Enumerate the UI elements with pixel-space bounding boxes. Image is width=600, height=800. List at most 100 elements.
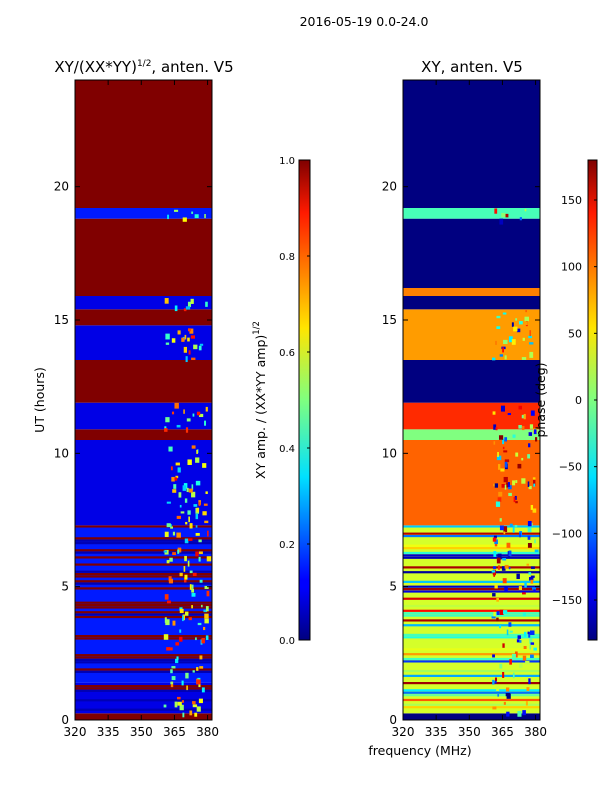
heatmap-row <box>75 668 212 671</box>
heatmap-speckle <box>184 555 187 562</box>
heatmap-speckle <box>522 710 526 716</box>
heatmap-speckle <box>183 346 188 353</box>
heatmap-speckle <box>181 700 184 703</box>
heatmap-speckle <box>499 663 503 669</box>
y-tick-label: 0 <box>389 713 397 727</box>
colorbar-tick-label: 0.2 <box>279 540 295 551</box>
heatmap-speckle <box>182 614 185 621</box>
heatmap-speckle <box>517 635 521 639</box>
heatmap-speckle <box>523 645 527 650</box>
heatmap-band <box>403 288 540 296</box>
heatmap-speckle <box>194 712 198 717</box>
heatmap-speckle <box>185 356 188 363</box>
heatmap-speckle <box>515 480 518 484</box>
x-tick-label: 320 <box>64 725 87 739</box>
heatmap-speckle <box>529 644 532 650</box>
heatmap-speckle <box>522 612 526 617</box>
heatmap-speckle <box>164 426 167 429</box>
heatmap-speckle <box>512 434 516 438</box>
heatmap-row <box>403 547 540 550</box>
heatmap-speckle <box>197 622 202 626</box>
heatmap-speckle <box>506 542 511 548</box>
heatmap-row <box>75 570 212 573</box>
heatmap-speckle <box>164 594 169 600</box>
heatmap-row <box>403 614 540 617</box>
heatmap-speckle <box>508 622 512 627</box>
heatmap-band <box>403 360 540 403</box>
heatmap-speckle <box>511 339 516 345</box>
heatmap-speckle <box>166 501 171 504</box>
heatmap-speckle <box>500 468 505 472</box>
heatmap-speckle <box>530 504 534 510</box>
heatmap-speckle <box>206 590 210 597</box>
heatmap-speckle <box>504 587 508 591</box>
heatmap-speckle <box>171 476 175 482</box>
heatmap-speckle <box>188 617 192 621</box>
heatmap-speckle <box>195 637 197 641</box>
heatmap-speckle <box>499 354 504 357</box>
heatmap-speckle <box>182 485 187 491</box>
heatmap-speckle <box>528 631 531 638</box>
heatmap-band <box>403 218 540 288</box>
heatmap-speckle <box>519 217 522 221</box>
heatmap-speckle <box>521 425 525 431</box>
heatmap-row <box>75 661 212 664</box>
heatmap-speckle <box>204 613 209 619</box>
heatmap-speckle <box>499 609 504 615</box>
heatmap-row <box>75 637 212 640</box>
heatmap-speckle <box>205 606 209 612</box>
heatmap-speckle <box>505 213 509 218</box>
heatmap-speckle <box>165 333 170 340</box>
heatmap-speckle <box>179 608 184 614</box>
colorbar-tick-label: 0.6 <box>279 348 295 359</box>
heatmap-speckle <box>532 508 537 513</box>
heatmap-speckle <box>497 497 502 502</box>
heatmap-speckle <box>503 610 508 614</box>
heatmap-speckle <box>492 566 497 569</box>
heatmap-speckle <box>201 637 205 644</box>
heatmap-speckle <box>172 552 176 556</box>
heatmap-speckle <box>504 355 507 360</box>
colorbar-tick-label: 0 <box>575 394 582 407</box>
heatmap-speckle <box>502 438 505 445</box>
heatmap-speckle <box>198 345 202 351</box>
heatmap-speckle <box>492 411 496 415</box>
heatmap-band <box>75 440 212 526</box>
x-tick-label: 350 <box>458 725 481 739</box>
heatmap-speckle <box>492 706 497 710</box>
heatmap-speckle <box>163 634 169 640</box>
y-tick-label: 0 <box>61 713 69 727</box>
heatmap-row <box>75 542 212 545</box>
heatmap-speckle <box>183 566 186 572</box>
colorbar-tick-label: −50 <box>559 461 582 474</box>
heatmap-speckle <box>184 498 188 503</box>
heatmap-speckle <box>511 322 514 327</box>
heatmap-row <box>403 580 540 583</box>
heatmap-speckle <box>191 484 194 491</box>
colorbar-tick-label: 0.0 <box>279 636 295 647</box>
heatmap-speckle <box>184 334 187 340</box>
heatmap-band <box>403 429 540 440</box>
heatmap-row <box>403 633 540 636</box>
heatmap-speckle <box>166 523 171 528</box>
colorbar-tick-label: −100 <box>552 527 582 540</box>
heatmap-speckle <box>496 617 499 622</box>
heatmap-speckle <box>502 557 507 561</box>
heatmap-speckle <box>494 677 497 682</box>
heatmap-speckle <box>527 543 532 548</box>
heatmap-speckle <box>512 480 516 486</box>
heatmap-speckle <box>502 446 505 450</box>
heatmap-speckle <box>175 642 180 646</box>
heatmap-speckle <box>170 681 174 688</box>
heatmap-speckle <box>493 535 497 539</box>
heatmap-speckle <box>493 441 496 445</box>
heatmap-row <box>403 585 540 588</box>
heatmap-speckle <box>185 427 189 433</box>
heatmap-speckle <box>187 459 192 465</box>
heatmap-speckle <box>170 526 173 529</box>
heatmap-speckle <box>524 316 529 322</box>
heatmap-speckle <box>508 492 512 497</box>
heatmap-speckle <box>530 575 535 578</box>
heatmap-speckle <box>495 501 501 507</box>
heatmap-speckle <box>189 328 194 334</box>
